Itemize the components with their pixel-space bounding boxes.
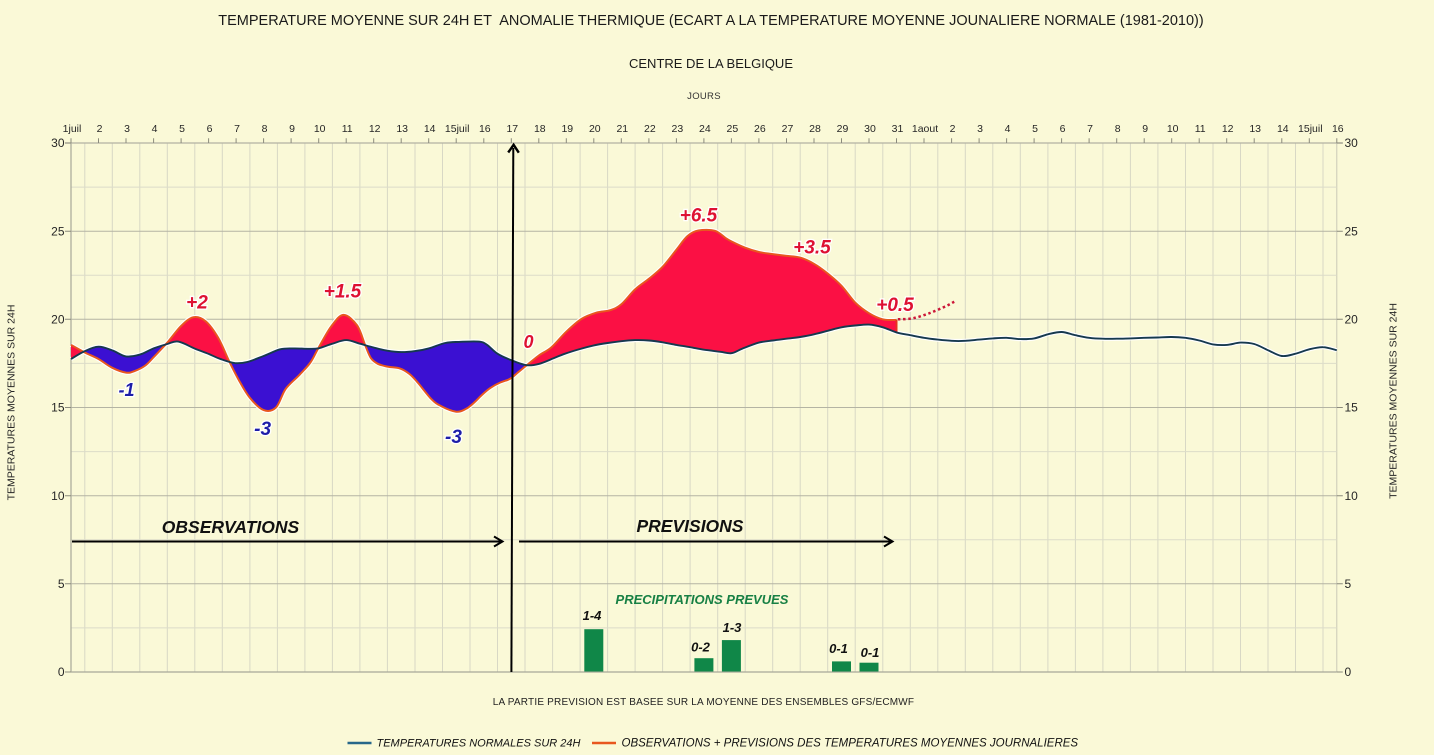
svg-text:2: 2 [97,123,103,135]
svg-text:6: 6 [207,123,213,135]
svg-text:23: 23 [672,123,684,135]
svg-text:+3.5: +3.5 [793,238,831,259]
svg-text:-3: -3 [254,419,271,440]
svg-text:LA PARTIE PREVISION EST BASEE: LA PARTIE PREVISION EST BASEE SUR LA MOY… [493,697,915,708]
svg-text:14: 14 [424,123,436,135]
svg-text:+6.5: +6.5 [680,206,718,227]
svg-text:4: 4 [152,123,158,135]
svg-text:15juil: 15juil [1298,123,1323,135]
svg-text:9: 9 [1142,123,1148,135]
svg-text:10: 10 [1167,123,1179,135]
svg-text:OBSERVATIONS + PREVISIONS DES: OBSERVATIONS + PREVISIONS DES TEMPERATUR… [622,738,1079,750]
svg-text:29: 29 [837,123,849,135]
svg-text:31: 31 [892,123,904,135]
svg-text:0-2: 0-2 [691,640,711,655]
svg-text:16: 16 [479,123,491,135]
svg-text:+0.5: +0.5 [876,295,914,316]
svg-text:5: 5 [1345,577,1352,591]
svg-text:0-1: 0-1 [861,645,880,660]
svg-text:12: 12 [369,123,381,135]
svg-text:+2: +2 [186,293,208,314]
svg-text:16: 16 [1332,123,1344,135]
svg-text:3: 3 [977,123,983,135]
svg-text:24: 24 [699,123,711,135]
svg-text:20: 20 [589,123,601,135]
svg-text:15: 15 [51,401,65,415]
svg-text:10: 10 [1345,489,1359,503]
svg-text:30: 30 [51,136,65,150]
svg-text:30: 30 [864,123,876,135]
svg-text:5: 5 [1032,123,1038,135]
svg-text:12: 12 [1222,123,1234,135]
svg-text:TEMPERATURE MOYENNE SUR 24H ET: TEMPERATURE MOYENNE SUR 24H ET ANOMALIE … [218,13,1203,29]
svg-text:18: 18 [534,123,546,135]
svg-text:7: 7 [1087,123,1093,135]
svg-text:10: 10 [51,489,65,503]
svg-text:CENTRE DE LA BELGIQUE: CENTRE DE LA BELGIQUE [629,56,793,71]
svg-text:PRECIPITATIONS PREVUES: PRECIPITATIONS PREVUES [616,592,789,607]
svg-text:0: 0 [523,332,533,352]
svg-text:20: 20 [1345,313,1359,327]
svg-text:OBSERVATIONS: OBSERVATIONS [162,517,300,537]
svg-text:25: 25 [51,224,65,238]
svg-text:25: 25 [727,123,739,135]
svg-text:25: 25 [1345,224,1359,238]
svg-text:6: 6 [1060,123,1066,135]
svg-text:TEMPERATURES NORMALES SUR 24H: TEMPERATURES NORMALES SUR 24H [377,738,581,750]
svg-text:15: 15 [1345,401,1359,415]
svg-text:11: 11 [342,123,353,135]
svg-text:14: 14 [1277,123,1289,135]
svg-text:8: 8 [262,123,268,135]
svg-text:PREVISIONS: PREVISIONS [637,516,744,536]
svg-text:1-4: 1-4 [583,608,603,623]
svg-text:0: 0 [1345,665,1352,679]
svg-text:8: 8 [1115,123,1121,135]
svg-text:28: 28 [809,123,821,135]
svg-text:5: 5 [179,123,185,135]
svg-text:20: 20 [51,313,65,327]
svg-text:3: 3 [124,123,130,135]
svg-text:30: 30 [1345,136,1359,150]
svg-text:10: 10 [314,123,326,135]
svg-text:13: 13 [1249,123,1261,135]
svg-text:0-1: 0-1 [829,641,848,656]
svg-text:JOURS: JOURS [687,91,721,102]
svg-text:19: 19 [561,123,573,135]
svg-text:1aout: 1aout [912,123,938,135]
svg-text:15juil: 15juil [445,123,470,135]
svg-text:1juil: 1juil [63,123,82,135]
svg-text:TEMPERATURES MOYENNES SUR 24H: TEMPERATURES MOYENNES SUR 24H [6,305,18,501]
svg-text:2: 2 [950,123,956,135]
svg-text:-3: -3 [445,427,462,448]
svg-text:11: 11 [1195,123,1206,135]
svg-text:4: 4 [1005,123,1011,135]
svg-text:27: 27 [782,123,794,135]
svg-text:TEMPERATURES MOYENNES SUR 24H: TEMPERATURES MOYENNES SUR 24H [1388,303,1400,499]
svg-text:21: 21 [616,123,628,135]
svg-text:9: 9 [289,123,295,135]
svg-text:5: 5 [58,577,65,591]
svg-text:7: 7 [234,123,240,135]
svg-text:17: 17 [506,123,518,135]
svg-text:1-3: 1-3 [723,620,743,635]
svg-text:-1: -1 [118,380,134,400]
svg-text:26: 26 [754,123,766,135]
svg-text:+1.5: +1.5 [324,282,362,303]
svg-text:13: 13 [396,123,408,135]
svg-text:22: 22 [644,123,656,135]
svg-text:0: 0 [58,665,65,679]
